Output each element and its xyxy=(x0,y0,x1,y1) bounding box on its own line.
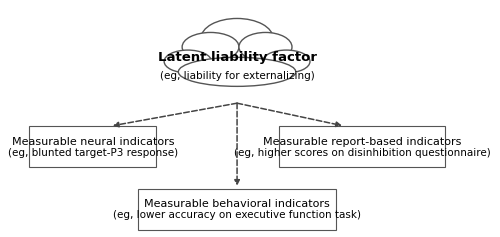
FancyBboxPatch shape xyxy=(138,189,336,230)
Text: (eg, lower accuracy on executive function task): (eg, lower accuracy on executive functio… xyxy=(113,210,361,220)
Ellipse shape xyxy=(201,18,273,58)
FancyBboxPatch shape xyxy=(30,126,156,167)
Text: Measurable behavioral indicators: Measurable behavioral indicators xyxy=(144,199,330,209)
Text: Latent liability factor: Latent liability factor xyxy=(158,51,316,64)
Text: Measurable neural indicators: Measurable neural indicators xyxy=(12,137,174,147)
Text: (eg, higher scores on disinhibition questionnaire): (eg, higher scores on disinhibition ques… xyxy=(234,148,490,158)
Ellipse shape xyxy=(178,57,296,86)
Ellipse shape xyxy=(239,32,292,61)
Text: (eg, blunted target-P3 response): (eg, blunted target-P3 response) xyxy=(8,148,178,158)
FancyBboxPatch shape xyxy=(279,126,445,167)
Text: Measurable report-based indicators: Measurable report-based indicators xyxy=(262,137,461,147)
Ellipse shape xyxy=(164,50,212,73)
Ellipse shape xyxy=(182,32,239,61)
Text: (eg, liability for externalizing): (eg, liability for externalizing) xyxy=(160,71,314,81)
Ellipse shape xyxy=(262,50,310,73)
